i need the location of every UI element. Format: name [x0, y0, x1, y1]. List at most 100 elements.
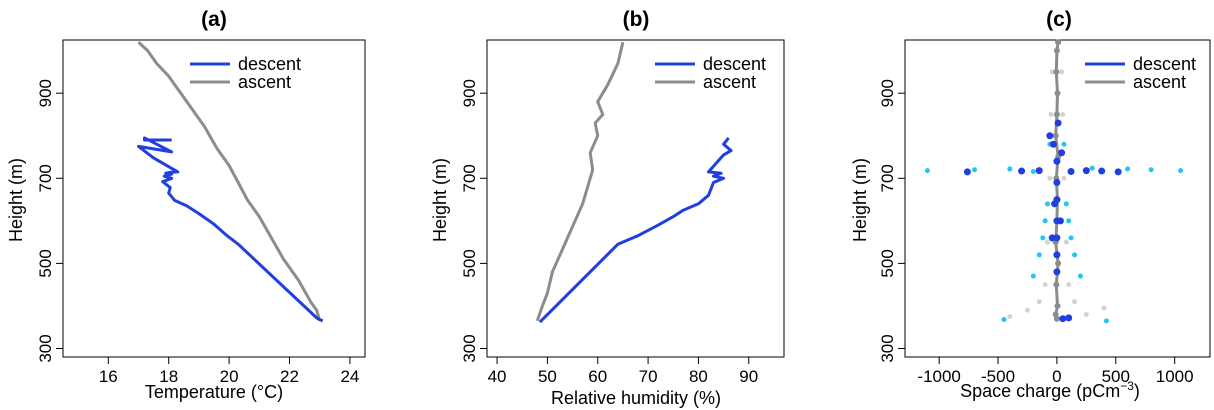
series-descent-spread-point — [1068, 235, 1074, 241]
series-descent-spread-point — [1036, 252, 1042, 258]
x-tick-label: 60 — [588, 367, 607, 386]
y-tick-label: 500 — [36, 249, 55, 277]
series-descent-point — [1059, 315, 1067, 323]
series-ascent-spread-point — [1061, 175, 1067, 181]
series-descent-spread-point — [1061, 141, 1067, 147]
series-descent-point — [1051, 200, 1059, 208]
series-descent-point — [1054, 119, 1062, 127]
y-tick-label: 900 — [36, 79, 55, 107]
panel-a-series — [137, 41, 324, 323]
panel-b-title: (b) — [623, 8, 650, 31]
series-descent-point — [1053, 179, 1061, 187]
panel-c-xlabel-sup: −3 — [1120, 379, 1134, 393]
legend-ascent-label: ascent — [1133, 72, 1186, 92]
panel-c-xlabel-main: Space charge (pCm — [960, 381, 1120, 401]
x-tick-label: -500 — [981, 367, 1015, 386]
series-ascent-spread-point — [1024, 307, 1030, 313]
y-tick-label: 700 — [878, 164, 897, 192]
x-tick-label: 24 — [340, 367, 359, 386]
panel-a: (a) 16 18 20 22 24 300 500 700 900 descent ascen… — [6, 8, 366, 402]
x-tick-label: 80 — [689, 367, 708, 386]
series-ascent-line — [535, 41, 625, 322]
x-tick-label: 40 — [488, 367, 507, 386]
series-descent-point — [1046, 132, 1054, 140]
series-descent-point — [1114, 168, 1122, 176]
series-ascent-spread-point — [1049, 69, 1055, 75]
panel-c-xlabel: Space charge (pCm−3) — [960, 379, 1140, 401]
panel-a-legend: descent ascent — [190, 54, 301, 92]
panel-c-ticks: -1000 -500 0 500 1000 300 500 700 900 — [878, 79, 1194, 386]
series-ascent-spread-point — [1042, 282, 1048, 288]
x-tick-label: 0 — [1052, 367, 1061, 386]
panel-a-ylabel: Height (m) — [6, 158, 26, 242]
series-descent-spread-point — [1030, 168, 1036, 174]
y-tick-label: 700 — [460, 164, 479, 192]
series-descent-spread-point — [1089, 165, 1095, 171]
series-descent-spread-point — [1007, 166, 1013, 172]
series-descent-spread-point — [1063, 201, 1069, 207]
series-ascent-spread-point — [1072, 299, 1078, 305]
series-ascent-spread-point — [1048, 111, 1054, 117]
y-tick-label: 300 — [36, 334, 55, 362]
panel-c-legend: descent ascent — [1085, 54, 1196, 92]
x-tick-label: -1000 — [917, 367, 960, 386]
series-descent-point — [1067, 167, 1075, 175]
series-ascent-spread-point — [1066, 282, 1072, 288]
series-descent-point — [1065, 314, 1073, 322]
series-ascent-spread-point — [1036, 299, 1042, 305]
series-descent-spread-point — [1072, 252, 1078, 258]
series-descent-point — [963, 168, 971, 176]
x-tick-label: 90 — [739, 367, 758, 386]
panel-c-title: (c) — [1046, 8, 1072, 31]
panel-b-xlabel: Relative humidity (%) — [551, 388, 721, 408]
panel-b-series — [535, 41, 733, 324]
series-descent-spread-point — [1001, 317, 1007, 323]
panel-a-xlabel: Temperature (°C) — [145, 382, 283, 402]
panel-b-frame — [486, 39, 785, 358]
panel-c-xlabel-end: ) — [1134, 381, 1140, 401]
series-descent-spread-point — [1148, 167, 1154, 173]
series-descent-line — [137, 136, 324, 323]
series-descent-point — [1053, 268, 1061, 276]
panel-b: (b) 40 50 60 70 80 90 300 500 700 900 descent asc… — [430, 8, 785, 408]
series-descent-spread-point — [1042, 218, 1048, 224]
series-ascent-spread-point — [1047, 175, 1053, 181]
y-tick-label: 300 — [878, 334, 897, 362]
panel-b-ylabel: Height (m) — [430, 158, 450, 242]
series-descent-spread-point — [1077, 273, 1083, 279]
series-descent-spread-point — [1040, 235, 1046, 241]
series-descent-line — [538, 136, 733, 324]
x-tick-label: 20 — [220, 367, 239, 386]
panel-c-series — [924, 39, 1184, 324]
series-descent-spread-point — [924, 168, 930, 174]
legend-descent-label: descent — [238, 54, 301, 74]
series-descent-point — [1049, 140, 1057, 148]
panel-b-ticks: 40 50 60 70 80 90 300 500 700 900 — [460, 79, 758, 386]
series-ascent-spread-point — [1007, 314, 1013, 320]
series-descent-point — [1018, 167, 1026, 175]
y-tick-label: 500 — [460, 249, 479, 277]
series-ascent-spread-point — [1063, 239, 1069, 245]
series-descent-spread-point — [1103, 318, 1109, 324]
panel-a-title: (a) — [201, 8, 227, 31]
series-descent-spread-point — [1178, 168, 1184, 174]
y-tick-label: 900 — [460, 79, 479, 107]
panel-b-legend: descent ascent — [655, 54, 766, 92]
x-tick-label: 18 — [159, 367, 178, 386]
panel-c-ylabel: Height (m) — [850, 158, 870, 242]
series-ascent-spread-point — [1101, 305, 1107, 311]
series-descent-point — [1048, 234, 1056, 242]
series-descent-spread-point — [1125, 166, 1131, 172]
series-descent-spread-point — [971, 167, 977, 173]
y-tick-label: 900 — [878, 79, 897, 107]
legend-ascent-label: ascent — [238, 72, 291, 92]
series-ascent-spread-point — [1060, 111, 1066, 117]
series-descent-point — [1053, 157, 1061, 165]
x-tick-label: 16 — [99, 367, 118, 386]
legend-descent-label: descent — [703, 54, 766, 74]
panel-a-frame — [62, 39, 366, 358]
series-descent-spread-point — [1066, 218, 1072, 224]
y-tick-label: 700 — [36, 164, 55, 192]
y-tick-label: 300 — [460, 334, 479, 362]
